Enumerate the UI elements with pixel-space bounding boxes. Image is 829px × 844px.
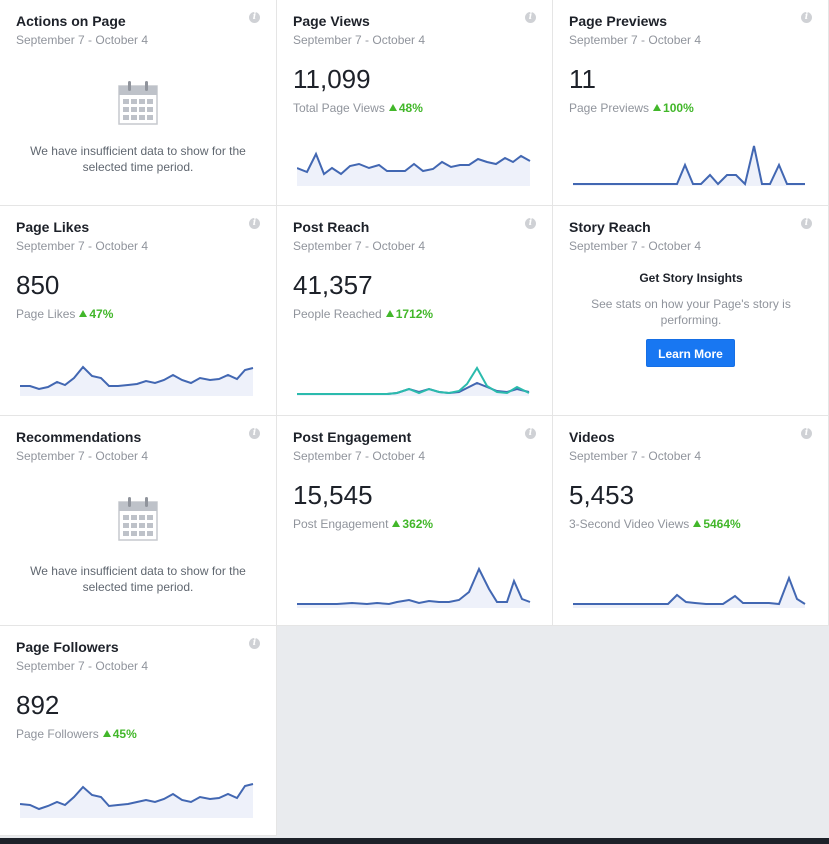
metric-delta: 45%	[112, 727, 137, 741]
sparkline-chart	[297, 151, 531, 186]
card-date-range: September 7 - October 4	[16, 33, 149, 47]
card-page-previews[interactable]: Page Previews September 7 - October 4 i …	[553, 0, 829, 206]
sparkline-chart	[20, 783, 254, 818]
info-icon[interactable]: i	[525, 12, 536, 23]
info-icon[interactable]: i	[525, 218, 536, 229]
metric-label: 3-Second Video Views	[569, 517, 690, 531]
metric-subtitle: Page Likes 47%	[16, 307, 113, 321]
card-title: Post Engagement	[293, 429, 412, 445]
bottom-border	[0, 838, 829, 844]
card-date-range: September 7 - October 4	[16, 239, 149, 253]
metric-label: Post Engagement	[293, 517, 389, 531]
card-title: Post Reach	[293, 219, 370, 235]
metric-delta: 5464%	[703, 517, 741, 531]
card-recommendations: Recommendations September 7 - October 4 …	[0, 416, 277, 626]
card-title: Page Likes	[16, 219, 90, 235]
learn-more-button[interactable]: Learn More	[646, 339, 735, 367]
metric-label: Page Likes	[16, 307, 76, 321]
info-icon[interactable]: i	[249, 218, 260, 229]
card-date-range: September 7 - October 4	[16, 449, 149, 463]
card-title: Page Views	[293, 13, 370, 29]
metric-delta: 47%	[89, 307, 114, 321]
sparkline-chart	[297, 566, 531, 608]
card-date-range: September 7 - October 4	[569, 33, 702, 47]
card-title: Actions on Page	[16, 13, 126, 29]
card-date-range: September 7 - October 4	[16, 659, 149, 673]
up-triangle-icon	[392, 520, 401, 527]
card-title: Page Followers	[16, 639, 119, 655]
story-insights-heading: Get Story Insights	[639, 271, 743, 285]
card-post-engagement[interactable]: Post Engagement September 7 - October 4 …	[277, 416, 553, 626]
sparkline-chart	[573, 145, 805, 186]
card-post-reach[interactable]: Post Reach September 7 - October 4 i 41,…	[277, 206, 553, 416]
card-page-views[interactable]: Page Views September 7 - October 4 i 11,…	[277, 0, 553, 206]
metric-value: 5,453	[569, 480, 635, 510]
card-title: Videos	[569, 429, 615, 445]
metric-label: Page Previews	[569, 101, 650, 115]
info-icon[interactable]: i	[249, 638, 260, 649]
card-page-likes[interactable]: Page Likes September 7 - October 4 i 850…	[0, 206, 277, 416]
card-date-range: September 7 - October 4	[293, 449, 426, 463]
metric-subtitle: People Reached 1712%	[293, 307, 433, 321]
metric-delta: 362%	[402, 517, 434, 531]
metric-value: 15,545	[293, 480, 373, 510]
sparkline-chart	[20, 365, 254, 396]
metric-label: Page Followers	[16, 727, 99, 741]
card-title: Recommendations	[16, 429, 142, 445]
metric-delta: 1712%	[395, 307, 434, 321]
calendar-icon	[118, 81, 158, 125]
metric-subtitle: Post Engagement 362%	[293, 517, 433, 531]
calendar-icon	[118, 497, 158, 541]
card-date-range: September 7 - October 4	[569, 449, 702, 463]
card-page-followers[interactable]: Page Followers September 7 - October 4 i…	[0, 626, 277, 836]
insufficient-data-message: We have insufficient data to show for th…	[30, 144, 246, 174]
up-triangle-icon	[653, 104, 662, 111]
card-videos[interactable]: Videos September 7 - October 4 i 5,453 3…	[553, 416, 829, 626]
metric-value: 41,357	[293, 270, 373, 300]
metric-subtitle: Page Previews 100%	[569, 101, 694, 115]
info-icon[interactable]: i	[801, 218, 812, 229]
metric-label: Total Page Views	[293, 101, 385, 115]
story-insights-text: See stats on how your Page's story is pe…	[591, 297, 791, 327]
card-actions-on-page: Actions on Page September 7 - October 4 …	[0, 0, 277, 206]
metric-subtitle: Page Followers 45%	[16, 727, 137, 741]
metric-value: 11	[569, 64, 596, 94]
metric-value: 850	[16, 270, 60, 300]
up-triangle-icon	[388, 104, 397, 111]
info-icon[interactable]: i	[249, 12, 260, 23]
info-icon[interactable]: i	[249, 428, 260, 439]
card-date-range: September 7 - October 4	[569, 239, 702, 253]
metric-value: 892	[16, 690, 60, 720]
metric-subtitle: Total Page Views 48%	[293, 101, 423, 115]
info-icon[interactable]: i	[525, 428, 536, 439]
insufficient-data-message: We have insufficient data to show for th…	[30, 564, 246, 594]
metric-label: People Reached	[293, 307, 382, 321]
info-icon[interactable]: i	[801, 12, 812, 23]
metric-delta: 100%	[663, 101, 694, 115]
metric-delta: 48%	[398, 101, 423, 115]
info-icon[interactable]: i	[801, 428, 812, 439]
up-triangle-icon	[693, 520, 702, 527]
card-date-range: September 7 - October 4	[293, 33, 426, 47]
sparkline-chart	[297, 366, 530, 396]
up-triangle-icon	[102, 730, 111, 737]
card-title: Story Reach	[569, 219, 651, 235]
metric-subtitle: 3-Second Video Views 5464%	[569, 517, 741, 531]
sparkline-chart	[573, 575, 806, 608]
card-date-range: September 7 - October 4	[293, 239, 426, 253]
card-title: Page Previews	[569, 13, 668, 29]
card-story-reach: Story Reach September 7 - October 4 i Ge…	[553, 206, 829, 416]
up-triangle-icon	[79, 310, 88, 317]
metric-value: 11,099	[293, 64, 371, 94]
up-triangle-icon	[385, 310, 394, 317]
